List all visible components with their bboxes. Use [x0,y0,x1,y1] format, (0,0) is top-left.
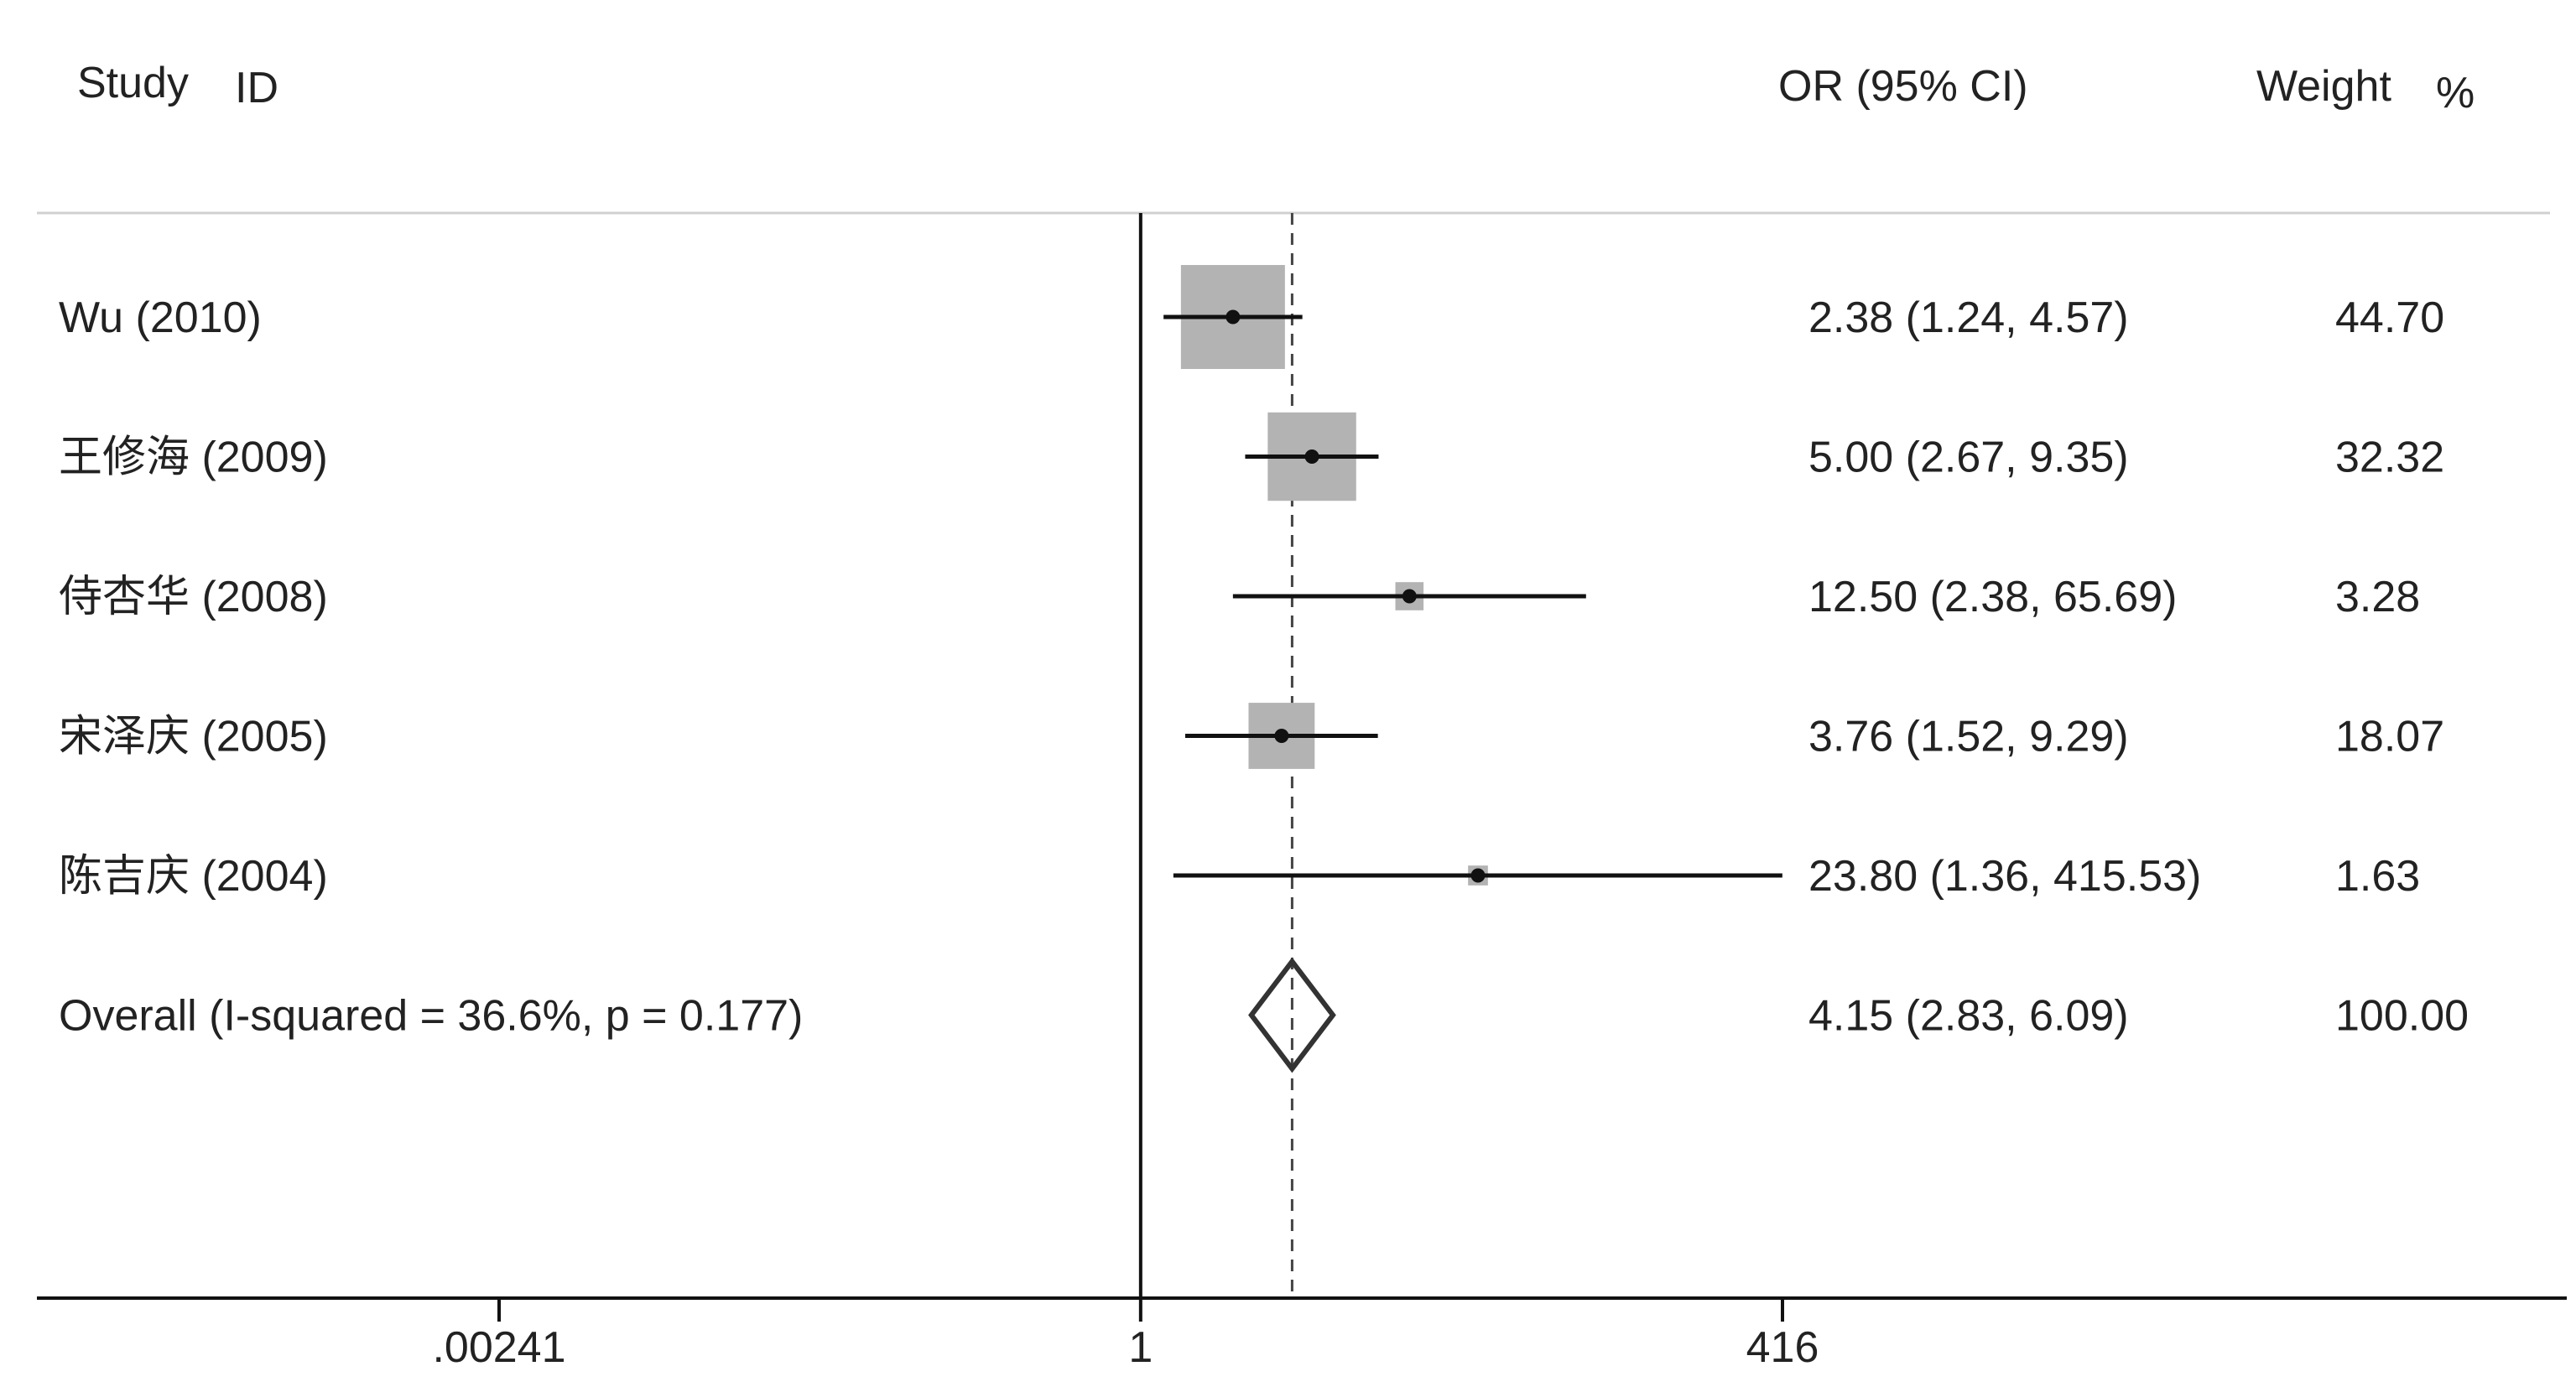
overall-diamond [1248,957,1336,1073]
study-weight-4: 1.63 [2335,852,2420,901]
study-weight-3: 18.07 [2335,713,2444,761]
x-tick-label-0: .00241 [432,1323,565,1372]
study-ci-text-0: 2.38 (1.24, 4.57) [1808,294,2129,342]
study-label-3: 宋泽庆 (2005) [59,713,328,761]
overall-label: Overall (I-squared = 36.6%, p = 0.177) [59,992,803,1041]
overall-ci-text: 4.15 (2.83, 6.09) [1808,992,2129,1041]
study-weight-2: 3.28 [2335,573,2420,621]
study-point-4 [1470,868,1486,883]
study-label-1: 王修海 (2009) [59,434,328,482]
header-id: ID [235,64,278,112]
study-ci-text-1: 5.00 (2.67, 9.35) [1808,434,2129,482]
header-weight-unit: % [2436,69,2475,117]
overall-weight: 100.00 [2335,992,2469,1041]
study-point-1 [1304,449,1319,464]
study-label-2: 侍杏华 (2008) [59,573,328,621]
study-ci-text-3: 3.76 (1.52, 9.29) [1808,713,2129,761]
study-label-0: Wu (2010) [59,294,262,342]
study-weight-1: 32.32 [2335,434,2444,482]
header-study: Study [77,59,189,107]
study-point-3 [1274,729,1289,743]
header-weight: Weight [2256,62,2391,111]
x-tick-label-1: 1 [1128,1323,1153,1372]
study-label-4: 陈吉庆 (2004) [59,852,328,901]
header-effect: OR (95% CI) [1778,62,2028,111]
study-point-0 [1226,309,1241,325]
study-ci-text-2: 12.50 (2.38, 65.69) [1808,573,2177,621]
x-tick-label-2: 416 [1746,1323,1819,1372]
study-point-2 [1402,589,1417,604]
study-ci-text-4: 23.80 (1.36, 415.53) [1808,852,2201,901]
study-weight-0: 44.70 [2335,294,2444,342]
